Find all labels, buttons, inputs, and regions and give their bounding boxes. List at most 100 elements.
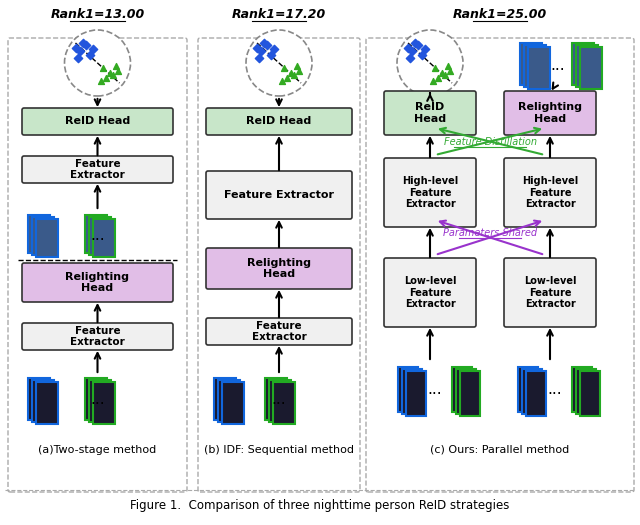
Point <box>279 64 289 72</box>
FancyBboxPatch shape <box>214 378 236 420</box>
Point <box>445 67 455 75</box>
Text: Feature
Extractor: Feature Extractor <box>70 326 125 348</box>
FancyBboxPatch shape <box>520 43 542 85</box>
FancyBboxPatch shape <box>273 382 295 424</box>
Point <box>72 54 83 62</box>
Point <box>437 69 447 77</box>
Point <box>269 45 279 53</box>
Point <box>254 54 264 62</box>
Text: (c) Ours: Parallel method: (c) Ours: Parallel method <box>430 445 570 455</box>
Text: Low-level
Feature
Extractor: Low-level Feature Extractor <box>404 276 456 309</box>
FancyBboxPatch shape <box>22 323 173 350</box>
FancyBboxPatch shape <box>32 380 54 422</box>
FancyBboxPatch shape <box>398 367 418 412</box>
FancyBboxPatch shape <box>32 217 54 255</box>
Text: ...: ... <box>428 383 442 397</box>
Point <box>430 64 440 72</box>
Point <box>113 67 123 75</box>
FancyBboxPatch shape <box>218 380 240 422</box>
FancyBboxPatch shape <box>384 158 476 227</box>
Point <box>407 47 417 55</box>
Point <box>410 39 420 47</box>
FancyBboxPatch shape <box>384 258 476 327</box>
FancyBboxPatch shape <box>93 382 115 424</box>
Point <box>266 51 276 59</box>
FancyBboxPatch shape <box>580 371 600 416</box>
Point <box>74 47 84 55</box>
Text: Relighting
Head: Relighting Head <box>247 258 311 279</box>
Point <box>81 41 91 49</box>
FancyBboxPatch shape <box>89 380 111 422</box>
FancyBboxPatch shape <box>402 369 422 414</box>
Text: Feature
Extractor: Feature Extractor <box>252 321 307 342</box>
Text: High-level
Feature
Extractor: High-level Feature Extractor <box>402 176 458 209</box>
FancyBboxPatch shape <box>206 248 352 289</box>
FancyBboxPatch shape <box>572 367 592 412</box>
Point <box>292 62 302 70</box>
FancyBboxPatch shape <box>518 367 538 412</box>
Point <box>108 71 118 79</box>
FancyBboxPatch shape <box>580 47 602 89</box>
FancyBboxPatch shape <box>85 215 107 253</box>
Point <box>440 71 450 79</box>
Point <box>104 69 115 77</box>
Point <box>110 62 120 70</box>
FancyBboxPatch shape <box>504 258 596 327</box>
FancyBboxPatch shape <box>22 156 173 183</box>
Point <box>277 77 287 85</box>
FancyBboxPatch shape <box>36 219 58 257</box>
FancyBboxPatch shape <box>93 219 115 257</box>
Text: Rank1=17.20: Rank1=17.20 <box>232 8 326 22</box>
Text: Feature Extractor: Feature Extractor <box>224 190 334 200</box>
Text: Relighting
Head: Relighting Head <box>518 102 582 124</box>
FancyBboxPatch shape <box>36 382 58 424</box>
FancyBboxPatch shape <box>22 108 173 135</box>
FancyBboxPatch shape <box>522 369 542 414</box>
FancyBboxPatch shape <box>206 108 352 135</box>
Point <box>428 77 438 85</box>
Point <box>77 39 88 47</box>
Text: Rank1=25.00: Rank1=25.00 <box>453 8 547 22</box>
Circle shape <box>65 30 131 96</box>
Point <box>100 74 111 82</box>
FancyBboxPatch shape <box>22 263 173 302</box>
Point <box>443 62 453 70</box>
FancyBboxPatch shape <box>524 45 546 87</box>
Text: ReID
Head: ReID Head <box>414 102 446 124</box>
Text: (a)Two-stage method: (a)Two-stage method <box>38 445 157 455</box>
FancyBboxPatch shape <box>206 171 352 219</box>
Text: Parameters Shared: Parameters Shared <box>443 228 537 238</box>
Point <box>403 44 413 52</box>
FancyBboxPatch shape <box>504 158 596 227</box>
Text: ReID Head: ReID Head <box>246 117 312 127</box>
Point <box>413 41 423 49</box>
FancyBboxPatch shape <box>28 215 50 253</box>
FancyBboxPatch shape <box>456 369 476 414</box>
Text: Feature
Extractor: Feature Extractor <box>70 159 125 180</box>
Text: Figure 1.  Comparison of three nighttime person ReID strategies: Figure 1. Comparison of three nighttime … <box>131 499 509 511</box>
Point <box>286 69 296 77</box>
Text: Low-level
Feature
Extractor: Low-level Feature Extractor <box>524 276 576 309</box>
Point <box>259 39 269 47</box>
FancyBboxPatch shape <box>572 43 594 85</box>
Point <box>405 54 415 62</box>
Point <box>97 64 108 72</box>
Text: Relighting
Head: Relighting Head <box>65 272 129 293</box>
Circle shape <box>246 30 312 96</box>
Text: ...: ... <box>272 393 286 407</box>
Text: ReID Head: ReID Head <box>65 117 130 127</box>
Point <box>252 44 262 52</box>
Point <box>294 67 304 75</box>
Point <box>420 45 430 53</box>
Text: ...: ... <box>548 383 563 397</box>
Text: ...: ... <box>550 58 565 72</box>
FancyBboxPatch shape <box>85 378 107 420</box>
Point <box>417 51 427 59</box>
Point <box>256 47 266 55</box>
FancyBboxPatch shape <box>269 380 291 422</box>
FancyBboxPatch shape <box>406 371 426 416</box>
Text: (b) IDF: Sequential method: (b) IDF: Sequential method <box>204 445 354 455</box>
FancyBboxPatch shape <box>528 47 550 89</box>
FancyBboxPatch shape <box>89 217 111 255</box>
FancyBboxPatch shape <box>265 378 287 420</box>
